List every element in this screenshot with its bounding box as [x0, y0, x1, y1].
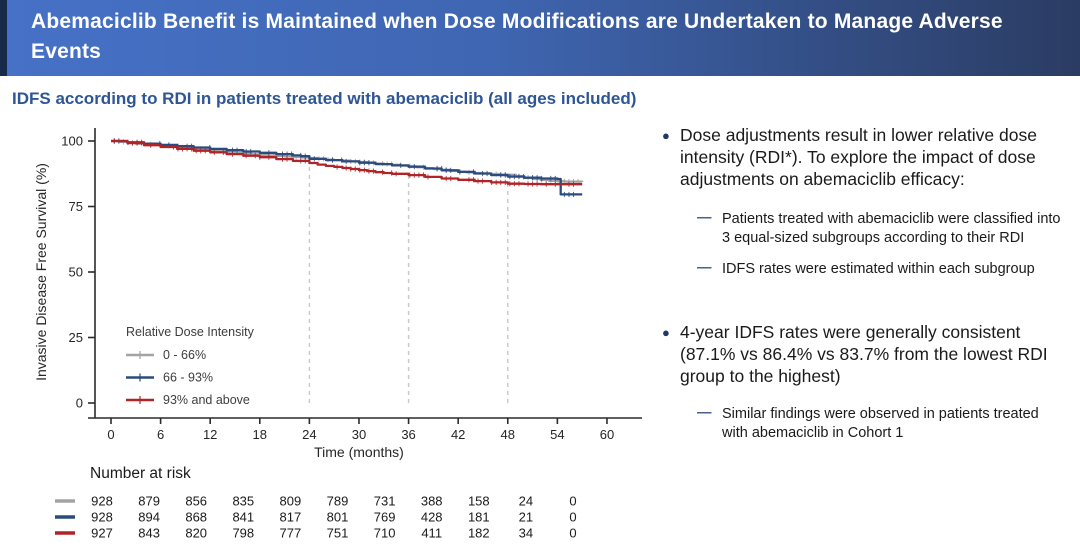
svg-text:0 - 66%: 0 - 66% [163, 348, 206, 362]
bullet-item: ● Dose adjustments result in lower relat… [655, 124, 1072, 190]
svg-text:789: 789 [327, 494, 349, 509]
svg-text:54: 54 [550, 427, 564, 442]
svg-text:835: 835 [232, 494, 254, 509]
svg-text:0: 0 [569, 526, 576, 541]
svg-text:428: 428 [421, 510, 443, 525]
svg-text:868: 868 [185, 510, 207, 525]
svg-text:60: 60 [600, 427, 614, 442]
svg-text:100: 100 [61, 134, 83, 149]
svg-text:769: 769 [374, 510, 396, 525]
svg-text:93% and above: 93% and above [163, 393, 250, 407]
svg-text:6: 6 [157, 427, 164, 442]
svg-text:843: 843 [138, 526, 160, 541]
svg-text:158: 158 [468, 494, 490, 509]
dashed-guides [308, 163, 509, 403]
svg-text:66 - 93%: 66 - 93% [163, 371, 213, 385]
svg-text:856: 856 [185, 494, 207, 509]
svg-text:411: 411 [421, 526, 442, 541]
svg-text:42: 42 [451, 427, 465, 442]
svg-text:879: 879 [138, 494, 160, 509]
bullet-item: ● 4-year IDFS rates were generally consi… [655, 321, 1072, 387]
svg-text:809: 809 [280, 494, 302, 509]
svg-text:181: 181 [468, 510, 490, 525]
svg-text:0: 0 [76, 396, 83, 411]
svg-text:Time (months): Time (months) [314, 444, 404, 460]
sub-bullet-text: IDFS rates were estimated within each su… [722, 260, 1035, 277]
svg-text:751: 751 [327, 526, 349, 541]
sub-bullet-text: Similar findings were observed in patien… [722, 405, 1039, 441]
svg-text:817: 817 [280, 510, 302, 525]
svg-text:Number at risk: Number at risk [90, 465, 191, 482]
km-curve-2 [111, 139, 583, 186]
km-chart-panel: 0 25 50 75 100 0 6 12 18 24 30 36 42 48 54 60 Time (mont… [30, 112, 675, 550]
svg-text:21: 21 [519, 510, 533, 525]
svg-text:36: 36 [401, 427, 415, 442]
svg-text:0: 0 [569, 510, 576, 525]
slide-title: Abemaciclib Benefit is Maintained when D… [31, 10, 1003, 63]
svg-text:928: 928 [91, 510, 113, 525]
svg-text:928: 928 [91, 494, 113, 509]
svg-text:710: 710 [374, 526, 396, 541]
svg-text:24: 24 [302, 427, 316, 442]
svg-text:894: 894 [138, 510, 160, 525]
svg-text:777: 777 [280, 526, 302, 541]
svg-text:0: 0 [107, 427, 114, 442]
km-curves [111, 138, 584, 198]
sub-bullet-text: Patients treated with abemaciclib were c… [722, 211, 1061, 246]
svg-text:24: 24 [519, 494, 533, 509]
svg-text:34: 34 [519, 526, 533, 541]
svg-text:Relative Dose Intensity: Relative Dose Intensity [126, 325, 255, 339]
svg-text:30: 30 [352, 427, 366, 442]
bullet-text: Dose adjustments result in lower relativ… [680, 125, 1037, 190]
svg-text:25: 25 [69, 330, 83, 345]
figure-subtitle: IDFS according to RDI in patients treate… [12, 89, 637, 108]
svg-text:12: 12 [203, 427, 217, 442]
svg-text:18: 18 [253, 427, 267, 442]
title-banner: Abemaciclib Benefit is Maintained when D… [0, 0, 1080, 76]
bullet-dot-icon: ● [662, 128, 670, 143]
sub-bullet: — Patients treated with abemaciclib were… [697, 210, 1072, 248]
svg-text:801: 801 [327, 510, 349, 525]
svg-text:0: 0 [569, 494, 576, 509]
svg-text:182: 182 [468, 526, 490, 541]
dash-icon: — [697, 404, 712, 421]
risk-table: Number at risk 928 879 856 835 809 789 731 388 15… [55, 465, 577, 541]
svg-text:841: 841 [232, 510, 254, 525]
svg-text:820: 820 [185, 526, 207, 541]
svg-text:927: 927 [91, 526, 113, 541]
km-curve-1 [111, 139, 583, 196]
svg-text:731: 731 [374, 494, 396, 509]
svg-text:388: 388 [421, 494, 443, 509]
svg-text:50: 50 [69, 265, 83, 280]
sub-bullet: — IDFS rates were estimated within each … [697, 260, 1072, 279]
legend: Relative Dose Intensity 0 - 66% 66 - 93% 93… [126, 325, 255, 407]
bullet-text: 4-year IDFS rates were generally consist… [680, 321, 1048, 386]
svg-text:Invasive Disease Free Survival: Invasive Disease Free Survival (%) [33, 163, 49, 381]
sub-bullet: — Similar findings were observed in pati… [697, 405, 1072, 443]
axes: 0 25 50 75 100 0 6 12 18 24 30 36 42 48 54 60 Time (mont… [33, 128, 642, 460]
bullet-list: ● Dose adjustments result in lower relat… [655, 124, 1072, 443]
svg-text:48: 48 [501, 427, 515, 442]
svg-text:798: 798 [232, 526, 254, 541]
bullet-dot-icon: ● [662, 324, 670, 340]
dash-icon: — [697, 210, 712, 227]
dash-icon: — [697, 259, 712, 276]
svg-text:75: 75 [69, 199, 83, 214]
